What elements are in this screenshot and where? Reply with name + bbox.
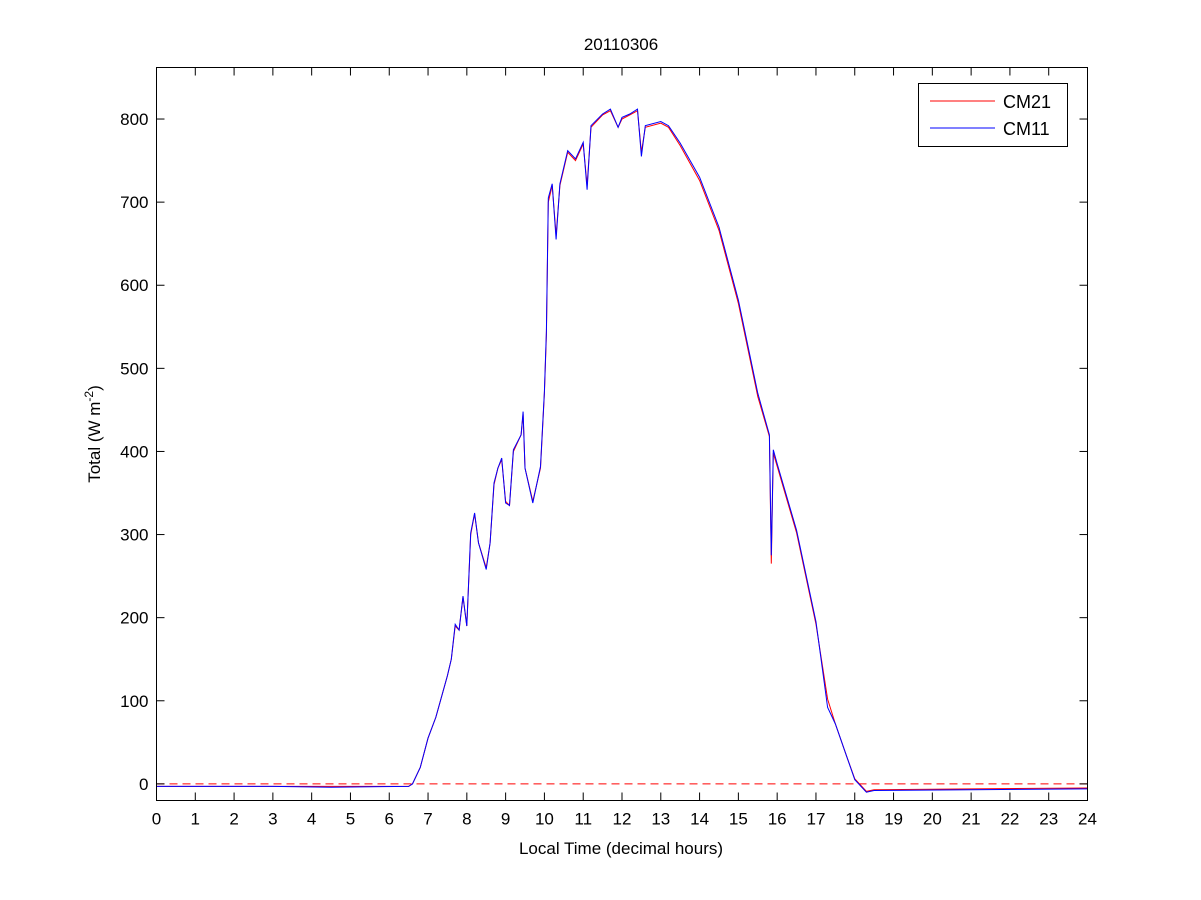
- x-tick-label: 3: [268, 810, 277, 829]
- y-tick-label: 300: [120, 526, 148, 545]
- chart-title: 20110306: [584, 35, 658, 54]
- legend-label-cm11: CM11: [1003, 119, 1050, 139]
- x-tick-label: 21: [962, 810, 981, 829]
- y-axis-label: Total (W m-2): [82, 385, 104, 483]
- x-axis-label: Local Time (decimal hours): [519, 839, 723, 858]
- x-tick-label: 14: [690, 810, 709, 829]
- legend-label-cm21: CM21: [1003, 92, 1051, 112]
- x-tick-label: 4: [307, 810, 316, 829]
- legend: CM21 CM11: [918, 83, 1068, 147]
- x-tick-label: 13: [651, 810, 670, 829]
- x-tick-label: 20: [923, 810, 942, 829]
- x-tick-label: 1: [191, 810, 200, 829]
- plot-area-frame: [156, 67, 1088, 801]
- y-tick-label: 0: [139, 775, 148, 794]
- series-line-cm21: [156, 109, 1088, 792]
- x-tick-label: 24: [1078, 810, 1097, 829]
- x-tick-label: 5: [346, 810, 355, 829]
- x-tick-label: 11: [574, 810, 592, 829]
- x-tick-label: 8: [462, 810, 471, 829]
- x-tick-label: 10: [535, 810, 554, 829]
- x-tick-label: 22: [1000, 810, 1019, 829]
- x-tick-label: 7: [423, 810, 432, 829]
- x-tick-label: 9: [501, 810, 510, 829]
- y-tick-label: 700: [120, 193, 148, 212]
- x-tick-label: 2: [229, 810, 238, 829]
- y-tick-label: 600: [120, 276, 148, 295]
- y-tick-label: 800: [120, 110, 148, 129]
- y-tick-label: 400: [120, 442, 148, 461]
- x-tick-label: 23: [1039, 810, 1058, 829]
- series-line-cm11: [156, 108, 1088, 793]
- x-tick-label: 18: [845, 810, 864, 829]
- x-tick-label: 17: [806, 810, 825, 829]
- x-tick-label: 0: [152, 810, 161, 829]
- y-tick-label: 200: [120, 609, 148, 628]
- legend-box: [918, 83, 1068, 147]
- x-tick-label: 6: [385, 810, 394, 829]
- x-tick-label: 19: [884, 810, 903, 829]
- x-tick-label: 12: [613, 810, 632, 829]
- y-tick-label: 500: [120, 359, 148, 378]
- x-tick-label: 16: [768, 810, 787, 829]
- x-tick-label: 15: [729, 810, 748, 829]
- y-tick-label: 100: [120, 692, 148, 711]
